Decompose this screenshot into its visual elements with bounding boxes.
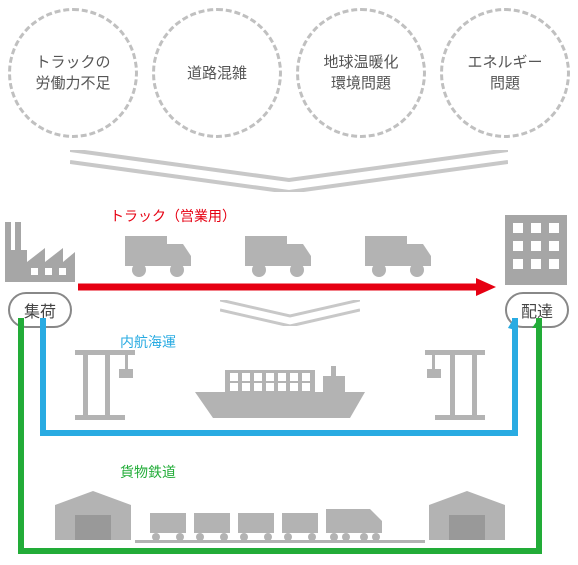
trucks-row-icon bbox=[125, 232, 455, 278]
issue-circle-congestion: 道路混雑 bbox=[152, 8, 282, 138]
issue-circle-labor: トラックの 労働力不足 bbox=[8, 8, 138, 138]
office-building-icon bbox=[505, 215, 567, 285]
truck-arrow-icon bbox=[78, 278, 496, 296]
issue-label: エネルギー 問題 bbox=[467, 52, 542, 94]
modal-shift-diagram: トラックの 労働力不足 道路混雑 地球温暖化 環境問題 エネルギー 問題 トラッ… bbox=[0, 0, 578, 565]
issue-label: トラックの 労働力不足 bbox=[35, 52, 110, 94]
factory-icon bbox=[5, 222, 75, 282]
rail-scene-icon bbox=[55, 485, 505, 545]
issue-circle-energy: エネルギー 問題 bbox=[440, 8, 570, 138]
issue-label: 道路混雑 bbox=[187, 63, 247, 84]
chevron-down-icon bbox=[70, 150, 508, 192]
issue-label: 地球温暖化 環境問題 bbox=[323, 52, 398, 94]
issue-circle-warming: 地球温暖化 環境問題 bbox=[296, 8, 426, 138]
truck-mode-label: トラック（営業用） bbox=[110, 206, 236, 226]
